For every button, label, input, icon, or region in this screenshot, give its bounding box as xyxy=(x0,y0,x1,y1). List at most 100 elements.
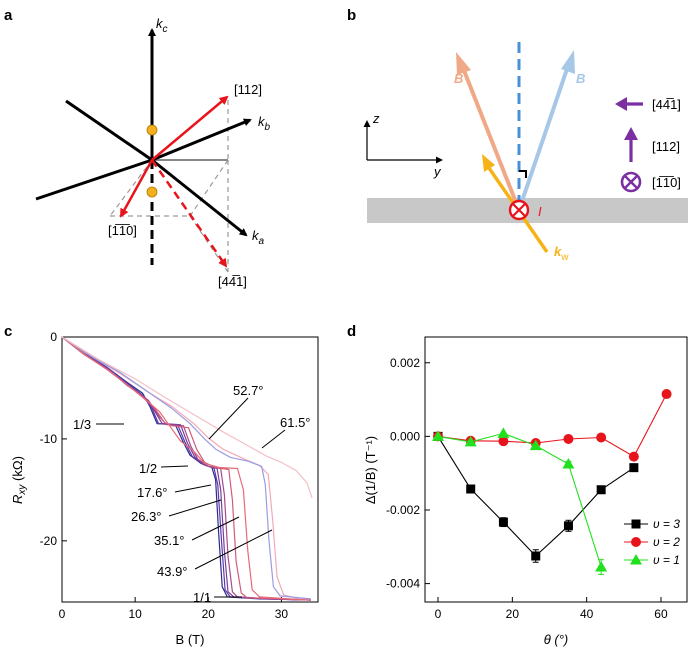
panel-c: c 0 10 20 300-10-20 Rxy (kΩ) B (T) 1/3 1/2 … xyxy=(4,323,319,647)
annot-35-1: 35.1° xyxy=(154,533,185,548)
panel-d-marker-square xyxy=(629,463,639,473)
panel-b: b B B I kw z y [44̅1] xyxy=(347,7,688,263)
panel-d-marker-square xyxy=(563,521,573,531)
panel-d-marker-circle xyxy=(631,537,641,547)
orange-dot-lower xyxy=(146,186,158,198)
panel-c-series-line xyxy=(61,336,311,600)
panel-d: d 0 20 40 60 0.002 0.000 -0.002 -0.004 Δ(1/B) (… xyxy=(347,323,688,647)
vector-44m1 xyxy=(150,159,228,268)
panel-d-marker-square xyxy=(498,517,508,527)
panel-d-series-line xyxy=(437,432,602,568)
panel-c-ytick-label: -10 xyxy=(40,432,58,446)
panel-c-series xyxy=(61,336,313,601)
panel-d-label: d xyxy=(347,323,356,340)
panel-d-series xyxy=(432,389,672,575)
panel-d-legend: υ = 3 υ = 2 υ = 1 xyxy=(624,517,680,567)
label-kw: kw xyxy=(554,244,569,263)
panel-d-series-line xyxy=(437,436,635,557)
b-field-left-arrow xyxy=(461,67,521,211)
panel-d-marker-square xyxy=(631,519,641,529)
label-y: y xyxy=(433,164,442,179)
b-field-right-arrow xyxy=(517,65,570,211)
panel-c-series-line xyxy=(61,336,311,601)
current-symbol xyxy=(508,199,530,221)
annot-43-9: 43.9° xyxy=(157,564,188,579)
label-112: [112] xyxy=(234,82,262,97)
axis-ka-neg xyxy=(65,99,153,162)
panel-c-label: c xyxy=(4,323,12,340)
panel-d-ytick-label: 0.000 xyxy=(390,429,420,443)
panel-d-marker-triangle xyxy=(529,439,542,451)
legend-1m10-label: [1̅1̅0] xyxy=(652,175,681,190)
legend-112: [112] xyxy=(624,127,680,162)
label-b-right: B xyxy=(576,71,585,86)
angle-marker xyxy=(519,170,527,178)
label-b-left: B xyxy=(454,71,463,86)
panel-c-series-line xyxy=(61,336,311,601)
panel-c-xtick-label: 20 xyxy=(202,607,216,621)
panel-d-frame xyxy=(424,336,688,603)
panel-c-series-line xyxy=(61,336,311,601)
panel-d-marker-square xyxy=(596,485,606,495)
panel-a: a kc kb ka [112] [1̅1̅0] [4 xyxy=(4,7,271,289)
b-field-right-arrowhead xyxy=(561,50,575,74)
label-1m10: [1̅1̅0] xyxy=(108,223,137,238)
panel-c-frame xyxy=(61,336,319,603)
panel-d-xtick-label: 40 xyxy=(580,607,594,621)
label-z: z xyxy=(372,111,380,126)
panel-c-series-line xyxy=(61,336,311,600)
panel-d-marker-triangle xyxy=(562,457,575,469)
panel-d-marker-circle xyxy=(498,436,509,447)
panel-d-xlabel: θ (°) xyxy=(544,632,569,647)
panel-c-ytick-label: -20 xyxy=(40,534,58,548)
panel-c-ytick-label: 0 xyxy=(50,330,57,344)
panel-d-marker-circle xyxy=(563,433,574,444)
panel-d-ytick-label: 0.002 xyxy=(390,356,420,370)
annot-1-2: 1/2 xyxy=(139,461,157,476)
panel-c-series-line xyxy=(61,336,311,601)
panel-d-legend-label: υ = 2 xyxy=(653,535,680,549)
panel-c-xtick-label: 30 xyxy=(275,607,289,621)
axis-ka xyxy=(151,158,248,237)
legend-112-label: [112] xyxy=(652,139,680,154)
panel-d-ticks: 0 20 40 60 0.002 0.000 -0.002 -0.004 xyxy=(386,356,668,621)
axis-kb-neg xyxy=(35,158,153,201)
panel-d-marker-circle xyxy=(661,389,672,400)
panel-c-xlabel: B (T) xyxy=(176,632,205,647)
panel-c-series-line xyxy=(61,336,311,601)
b-field-left-arrowhead xyxy=(456,52,471,75)
annot-1-3: 1/3 xyxy=(73,417,91,432)
panel-d-xtick-label: 0 xyxy=(435,607,442,621)
label-ka: ka xyxy=(252,228,265,247)
panel-d-xtick-label: 60 xyxy=(654,607,668,621)
label-kc: kc xyxy=(156,16,168,35)
annot-17-6: 17.6° xyxy=(137,485,168,500)
panel-d-legend-label: υ = 1 xyxy=(653,553,680,567)
panel-b-label: b xyxy=(347,7,356,24)
kw-arrowhead xyxy=(482,154,495,172)
panel-d-marker-triangle xyxy=(432,430,445,441)
annot-52-7: 52.7° xyxy=(233,383,264,398)
label-44m1: [44̅1] xyxy=(218,274,247,289)
panel-c-ticks: 0 10 20 30 0 -10 -20 xyxy=(40,330,289,621)
panel-d-marker-triangle xyxy=(630,554,642,565)
annot-1-1: 1/1 xyxy=(193,590,211,605)
annot-26-3: 26.3° xyxy=(131,509,162,524)
legend-44m1: [44̅1] xyxy=(615,97,681,112)
legend-1m10: [1̅1̅0] xyxy=(620,171,681,193)
annot-61-5: 61.5° xyxy=(280,415,311,430)
label-kb: kb xyxy=(258,114,271,133)
panel-d-ytick-label: -0.002 xyxy=(386,503,420,517)
panel-d-marker-triangle xyxy=(497,427,510,438)
panel-c-xtick-label: 10 xyxy=(128,607,142,621)
panel-d-ytick-label: -0.004 xyxy=(386,577,420,591)
panel-d-marker-circle xyxy=(596,432,607,443)
panel-d-legend-label: υ = 3 xyxy=(653,517,680,531)
panel-d-xtick-label: 20 xyxy=(506,607,520,621)
panel-d-marker-circle xyxy=(628,451,639,462)
axis-kb xyxy=(151,118,252,162)
panel-c-xtick-label: 0 xyxy=(59,607,66,621)
vector-1m10 xyxy=(119,159,154,218)
panel-d-series-line xyxy=(437,393,668,458)
